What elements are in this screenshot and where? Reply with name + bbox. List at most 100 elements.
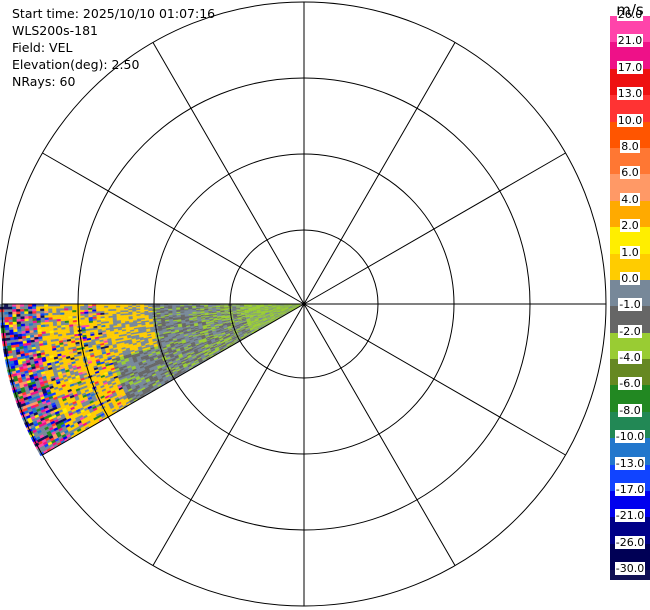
- velocity-gate: [115, 307, 121, 310]
- velocity-gate: [68, 318, 73, 321]
- velocity-gate: [23, 308, 29, 312]
- velocity-gate: [24, 320, 29, 324]
- velocity-gate: [123, 308, 129, 311]
- velocity-gate: [183, 304, 189, 307]
- velocity-gate: [3, 306, 9, 310]
- velocity-gate: [16, 313, 21, 317]
- velocity-gate: [11, 308, 17, 312]
- velocity-gate: [99, 307, 105, 310]
- velocity-gate: [67, 307, 73, 311]
- velocity-gate: [23, 311, 29, 314]
- colorbar-tick-label: 8.0: [620, 139, 640, 153]
- velocity-gate: [68, 313, 73, 317]
- elevation-label: Elevation(deg): 2.50: [12, 57, 140, 72]
- velocity-gate: [59, 312, 65, 315]
- velocity-gate: [56, 312, 61, 315]
- velocity-gate: [108, 312, 113, 315]
- velocity-gate: [52, 316, 57, 320]
- velocity-gate: [12, 323, 18, 328]
- ppi-plot: [0, 1, 607, 607]
- velocity-gate: [143, 305, 149, 307]
- velocity-gate: [4, 327, 10, 331]
- velocity-gate: [19, 311, 25, 315]
- velocity-gate: [92, 312, 97, 316]
- velocity-gate: [28, 313, 33, 317]
- velocity-gate: [115, 308, 121, 311]
- velocity-gate: [64, 320, 69, 323]
- velocity-gate: [8, 326, 14, 330]
- velocity-gate: [91, 309, 97, 312]
- velocity-gate: [47, 306, 53, 309]
- velocity-gate: [175, 306, 181, 308]
- velocity-gate: [20, 320, 25, 324]
- velocity-gate: [139, 305, 145, 308]
- velocity-gate: [35, 308, 41, 312]
- velocity-gate: [91, 305, 97, 308]
- velocity-gate: [59, 308, 65, 311]
- colorbar-tick-label: -21.0: [614, 509, 646, 523]
- velocity-gate: [123, 306, 129, 309]
- velocity-gate: [28, 318, 33, 321]
- velocity-gate: [40, 312, 45, 316]
- colorbar-tick-label: -6.0: [618, 377, 642, 391]
- velocity-gate: [135, 306, 141, 309]
- velocity-gate: [20, 325, 26, 329]
- velocity-gate: [56, 314, 61, 318]
- velocity-gate: [60, 314, 65, 317]
- azimuth-spoke: [303, 303, 566, 456]
- instrument-label: WLS200s-181: [12, 23, 98, 38]
- velocity-gate: [31, 310, 37, 314]
- colorbar-segment: -30.0: [610, 562, 650, 581]
- velocity-gate: [16, 318, 21, 322]
- velocity-gate: [12, 321, 17, 325]
- velocity-gate: [103, 307, 109, 310]
- velocity-gate: [7, 308, 13, 312]
- velocity-gate: [24, 313, 29, 317]
- velocity-gate: [87, 311, 93, 314]
- velocity-gate: [56, 318, 61, 322]
- velocity-gate: [11, 306, 17, 310]
- velocity-gate: [4, 329, 10, 333]
- velocity-gate: [60, 318, 65, 322]
- azimuth-spokes: [2, 2, 606, 606]
- velocity-gate: [28, 322, 33, 326]
- velocity-gate: [71, 307, 77, 311]
- azimuth-spoke: [303, 152, 566, 305]
- velocity-gate: [63, 305, 69, 309]
- velocity-gate: [20, 323, 26, 327]
- field-label: Field: VEL: [12, 40, 73, 55]
- colorbar-tick-label: 1.0: [620, 245, 640, 259]
- velocity-gate: [84, 318, 89, 322]
- velocity-gate: [55, 310, 61, 313]
- colorbar-tick-label: -4.0: [618, 351, 642, 365]
- colorbar-tick-label: 4.0: [620, 192, 640, 206]
- velocity-gate: [4, 324, 10, 328]
- velocity-gate: [40, 317, 45, 321]
- velocity-gate: [32, 324, 38, 328]
- velocity-gate: [103, 305, 109, 308]
- colorbar-tick-label: -2.0: [618, 324, 642, 338]
- velocity-gate: [27, 310, 33, 314]
- velocity-gate: [163, 306, 169, 308]
- velocity-gate: [36, 315, 41, 319]
- velocity-gate: [83, 305, 89, 308]
- velocity-gate: [20, 316, 25, 320]
- velocity-gate: [95, 305, 101, 308]
- colorbar-tick-label: 17.0: [616, 60, 644, 74]
- velocity-gate: [131, 306, 137, 309]
- velocity-gate: [119, 308, 125, 311]
- colorbar-tick-label: 21.0: [616, 34, 644, 48]
- velocity-gate: [51, 310, 57, 313]
- velocity-gate: [36, 317, 41, 321]
- colorbar-unit: m/s: [616, 1, 644, 19]
- velocity-gate: [23, 306, 29, 310]
- velocity-gate: [71, 309, 77, 313]
- colorbar-tick-label: -30.0: [614, 562, 646, 576]
- velocity-gate: [3, 309, 9, 313]
- velocity-gate: [20, 313, 25, 317]
- start-time-label: Start time: 2025/10/10 01:07:16: [12, 6, 216, 21]
- velocity-gate: [107, 310, 113, 313]
- velocity-gate: [119, 306, 125, 309]
- colorbar-tick-label: 0.0: [620, 271, 640, 285]
- velocity-gate: [111, 308, 117, 311]
